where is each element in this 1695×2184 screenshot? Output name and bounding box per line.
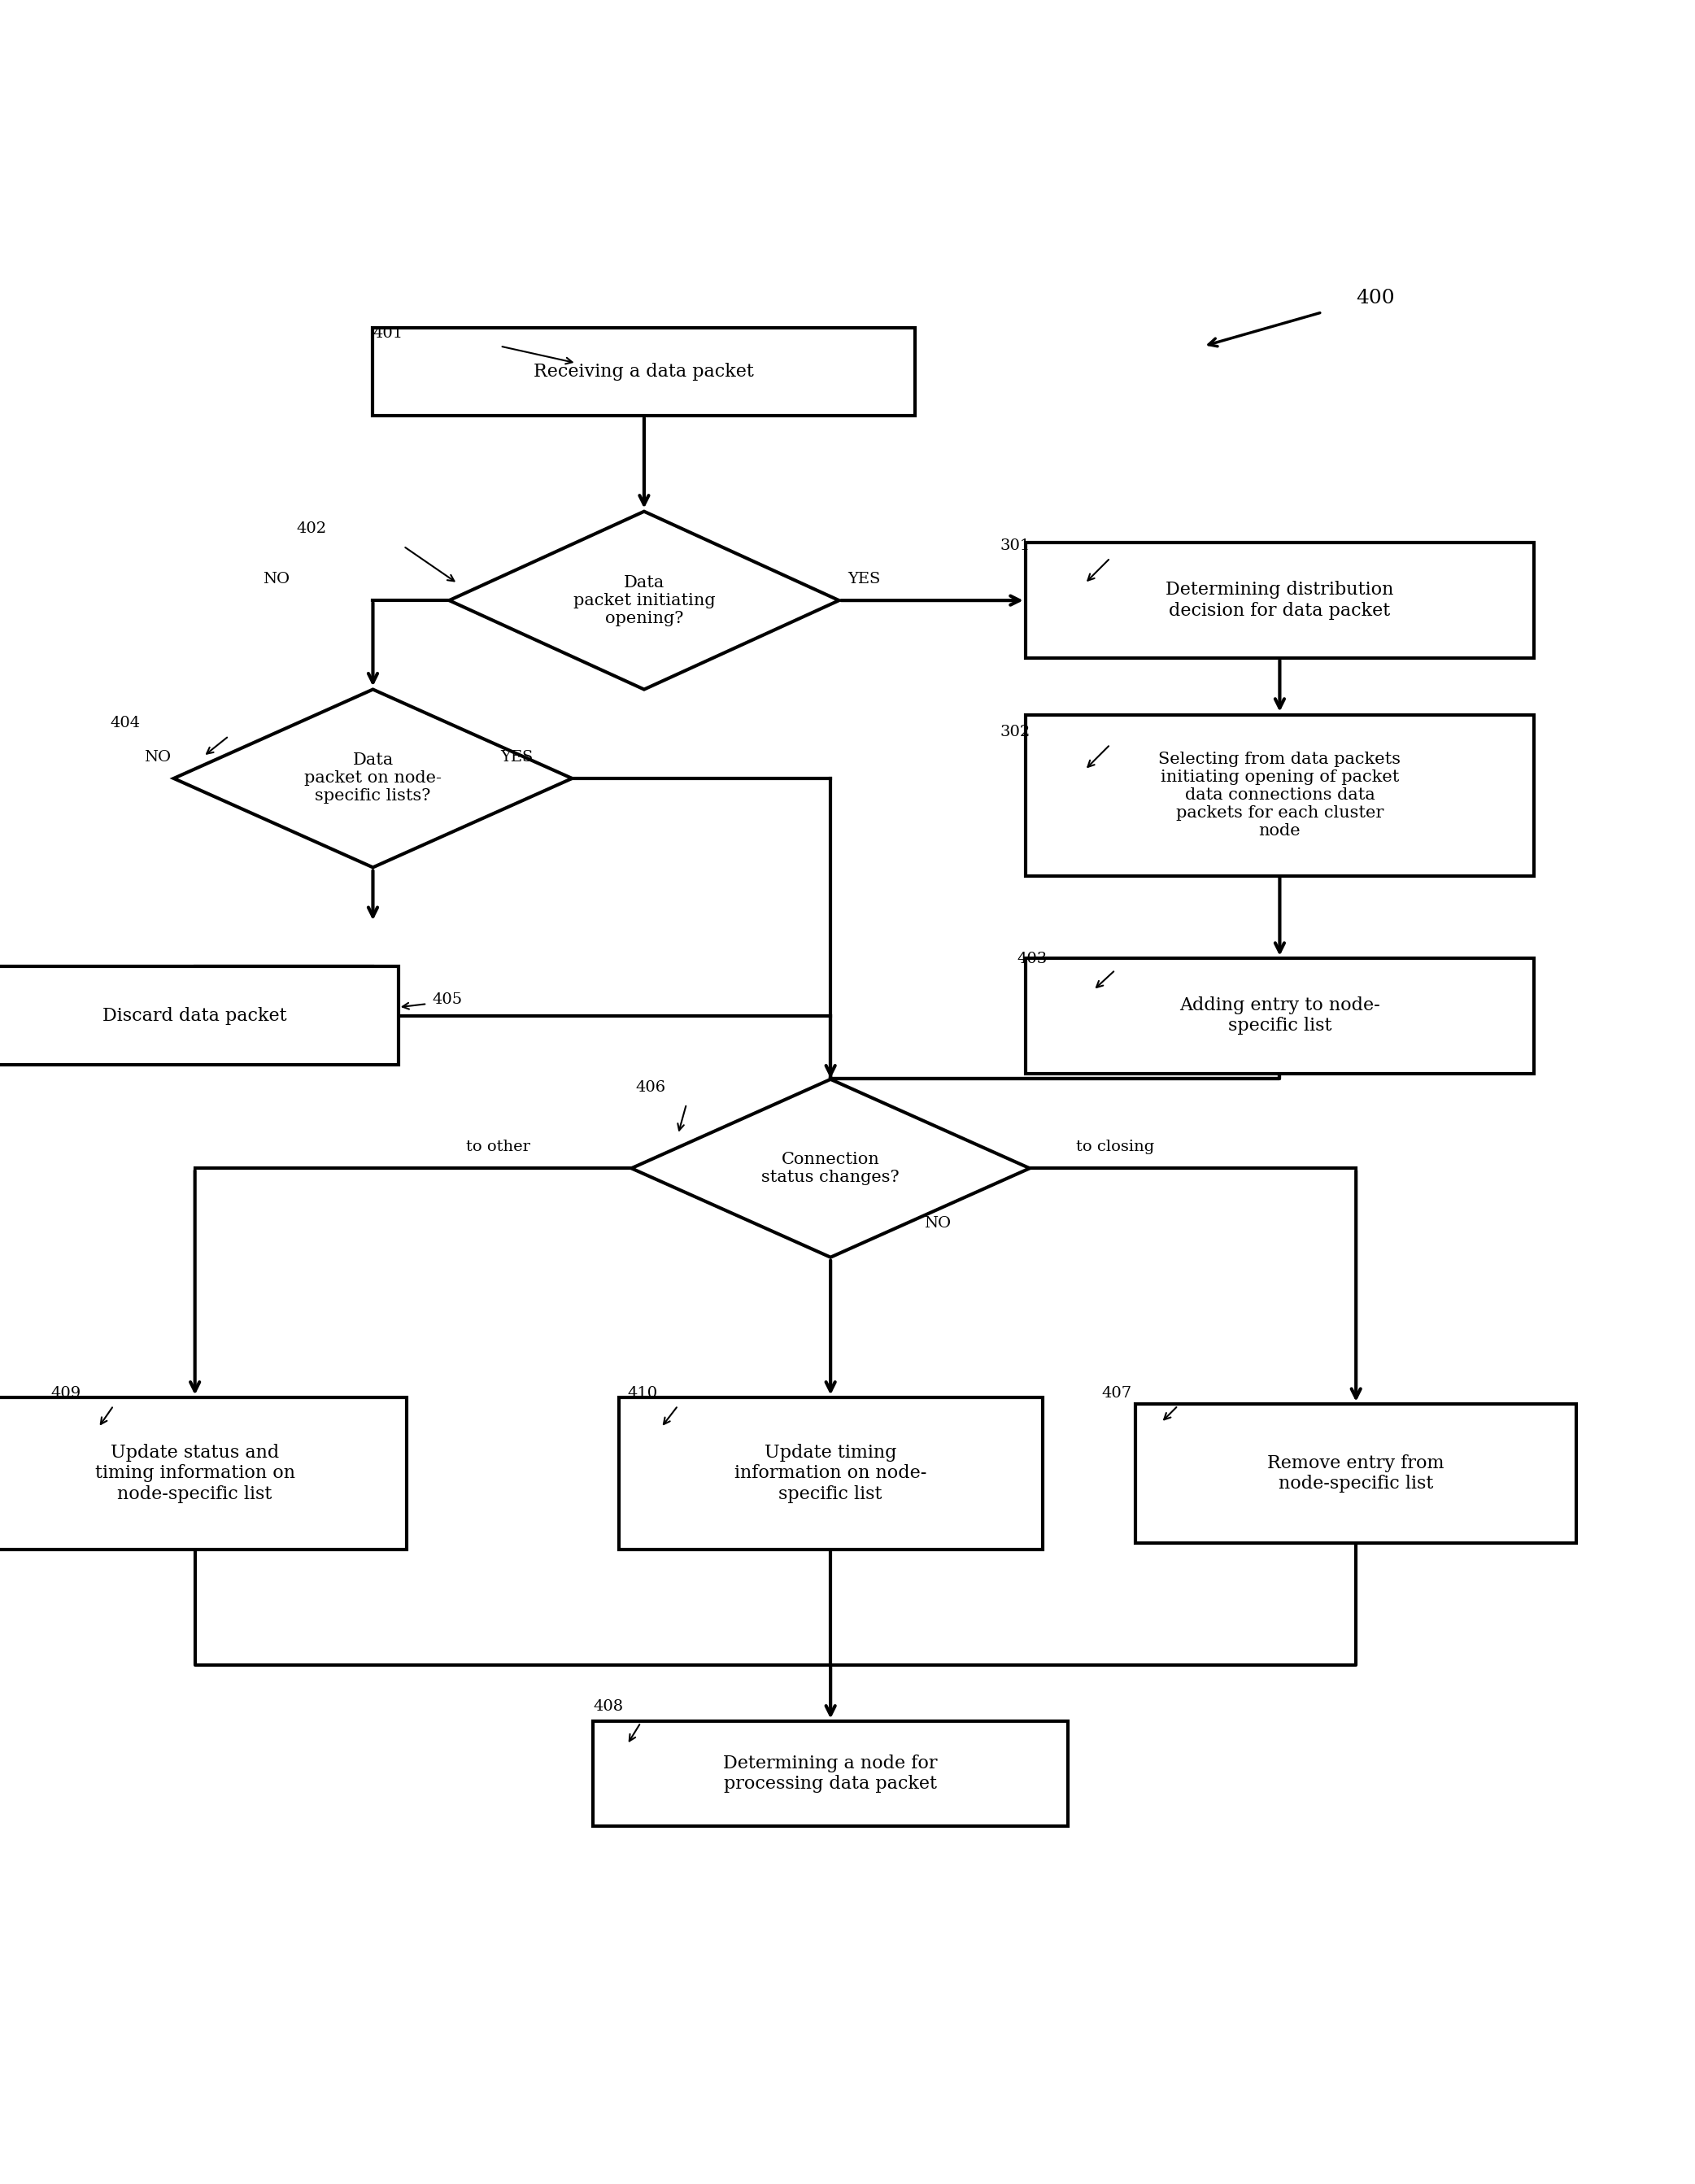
Text: NO: NO [924,1216,951,1232]
FancyBboxPatch shape [1025,714,1534,876]
Text: 410: 410 [627,1385,658,1400]
Text: 405: 405 [432,992,463,1007]
FancyBboxPatch shape [1025,544,1534,657]
Text: 402: 402 [297,522,327,535]
Text: Determining a node for
processing data packet: Determining a node for processing data p… [724,1754,937,1793]
Text: Receiving a data packet: Receiving a data packet [534,363,754,380]
Text: 401: 401 [373,325,403,341]
FancyBboxPatch shape [619,1398,1042,1551]
Text: Data
packet initiating
opening?: Data packet initiating opening? [573,574,715,627]
Polygon shape [449,511,839,690]
FancyBboxPatch shape [593,1721,1068,1826]
FancyBboxPatch shape [0,968,398,1066]
Text: 404: 404 [110,716,141,732]
Text: Determining distribution
decision for data packet: Determining distribution decision for da… [1166,581,1393,620]
Text: 408: 408 [593,1699,624,1714]
Text: 409: 409 [51,1385,81,1400]
Text: 301: 301 [1000,537,1031,553]
FancyBboxPatch shape [0,1398,407,1551]
Text: 302: 302 [1000,725,1031,738]
Text: Adding entry to node-
specific list: Adding entry to node- specific list [1180,996,1380,1035]
Text: Selecting from data packets
initiating opening of packet
data connections data
p: Selecting from data packets initiating o… [1159,751,1400,839]
Text: to closing: to closing [1076,1140,1154,1155]
Text: Update status and
timing information on
node-specific list: Update status and timing information on … [95,1444,295,1503]
Text: NO: NO [263,572,290,587]
Text: Connection
status changes?: Connection status changes? [761,1151,900,1186]
Text: Remove entry from
node-specific list: Remove entry from node-specific list [1268,1455,1444,1492]
Text: 407: 407 [1102,1385,1132,1400]
FancyBboxPatch shape [373,328,915,415]
Polygon shape [175,690,573,867]
Text: NO: NO [144,749,171,764]
Text: YES: YES [500,749,532,764]
Text: Update timing
information on node-
specific list: Update timing information on node- speci… [734,1444,927,1503]
Text: 403: 403 [1017,952,1048,968]
Text: Discard data packet: Discard data packet [103,1007,286,1024]
FancyBboxPatch shape [1136,1404,1576,1542]
Polygon shape [631,1079,1029,1258]
Text: Data
packet on node-
specific lists?: Data packet on node- specific lists? [303,753,442,804]
Text: 406: 406 [636,1081,666,1094]
Text: 400: 400 [1356,288,1395,308]
Text: to other: to other [466,1140,531,1155]
FancyBboxPatch shape [1025,959,1534,1072]
Text: YES: YES [848,572,880,587]
